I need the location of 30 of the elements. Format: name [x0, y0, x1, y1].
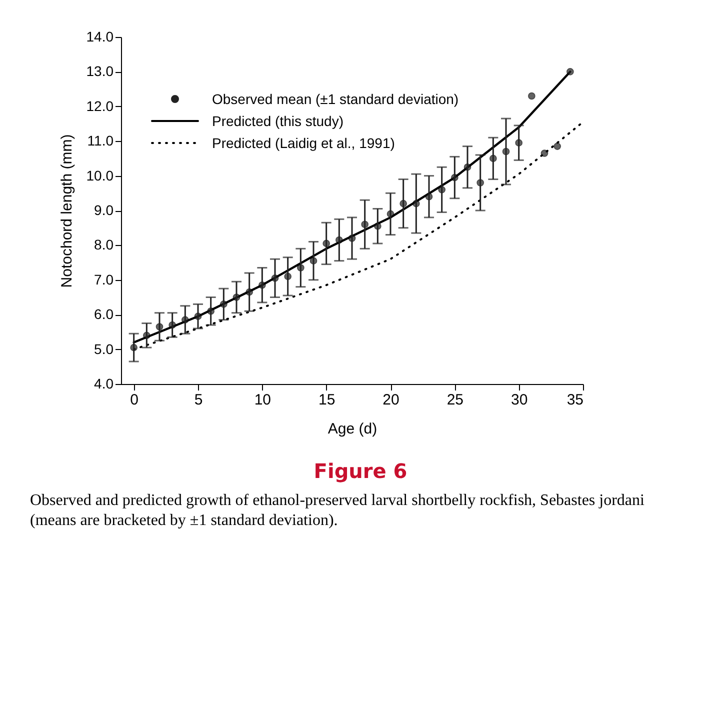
x-tick-label: 30 — [510, 392, 528, 408]
x-tick-label: 5 — [194, 392, 203, 408]
y-axis-title: Notochord length (mm) — [58, 134, 76, 288]
y-tick-label: 14.0 — [86, 28, 114, 44]
y-tick-label: 13.0 — [86, 63, 114, 80]
y-tick-label: 10.0 — [86, 167, 114, 184]
x-tick-label: 0 — [130, 392, 139, 408]
legend-label: Predicted (this study) — [212, 113, 344, 129]
point — [554, 142, 561, 150]
y-tick-label: 9.0 — [94, 202, 114, 218]
x-axis-title: Age (d) — [328, 420, 378, 438]
caption: Figure 6 — [312, 459, 408, 483]
y-tick-label: 4.0 — [94, 376, 114, 392]
x-tick-label: 25 — [446, 392, 464, 408]
y-tick-label: 6.0 — [94, 306, 114, 322]
y-tick-label: 12.0 — [86, 98, 114, 114]
x-tick-label: 10 — [254, 392, 272, 408]
x-tick-label: 35 — [566, 392, 584, 408]
y-tick-label: 11.0 — [87, 132, 114, 149]
text: Observed and predicted growth of ethanol-preserved larval shortbelly rockfish, Sebastes jordani (means are bracketed by ±1 standard deviation). — [30, 491, 646, 531]
legend-label: Observed mean (±1 standard deviation) — [212, 91, 459, 107]
point — [540, 150, 548, 157]
y-tick-label: 7.0 — [94, 271, 114, 288]
y-tick-label: 8.0 — [94, 236, 114, 253]
point — [566, 68, 574, 76]
point — [528, 92, 536, 100]
y-tick-label: 5.0 — [94, 340, 114, 357]
x-tick-label: 15 — [318, 392, 336, 408]
legend-label: Predicted (Laidig et al., 1991) — [212, 135, 395, 151]
x-tick-label: 20 — [382, 392, 400, 408]
